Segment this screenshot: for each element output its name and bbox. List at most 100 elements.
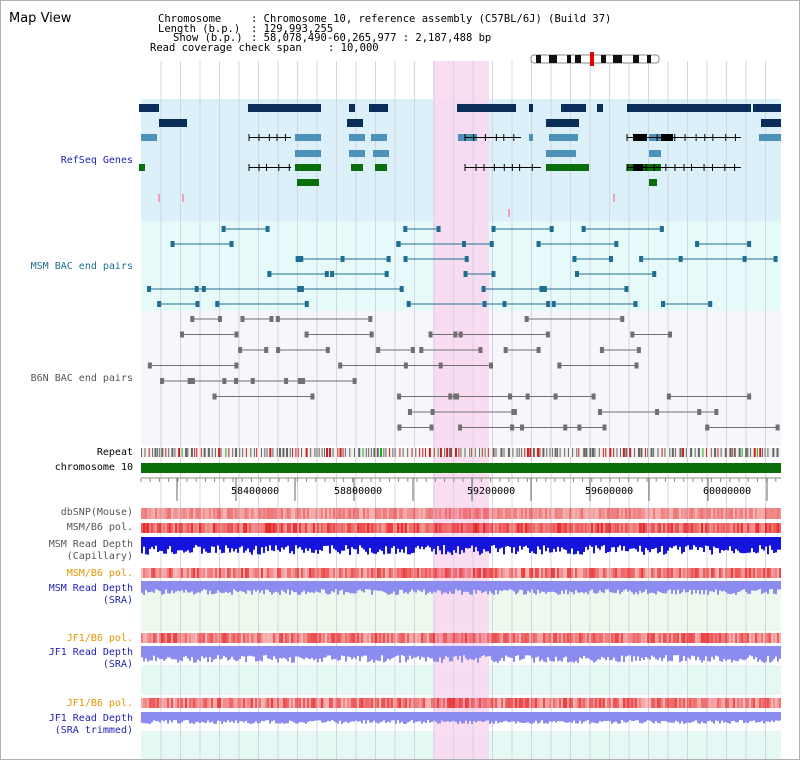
heat-cell	[679, 633, 681, 643]
heat-cell	[221, 568, 223, 578]
heat-cell	[447, 568, 449, 578]
depth-bar	[191, 712, 193, 723]
heat-cell	[207, 698, 209, 708]
heat-cell	[359, 633, 361, 643]
heat-cell	[495, 523, 497, 533]
heat-cell	[611, 568, 613, 578]
depth-bar	[385, 712, 387, 724]
heat-cell	[415, 633, 417, 643]
track-label-jf1-b6-pol[interactable]: JF1/B6 pol.	[66, 633, 133, 644]
heat-cell	[527, 568, 529, 578]
heat-cell	[241, 698, 243, 708]
heat-cell	[777, 698, 779, 708]
depth-bar	[631, 537, 633, 549]
depth-bar	[771, 712, 773, 721]
heat-cell	[265, 633, 267, 643]
depth-bar	[219, 712, 221, 722]
depth-bar	[527, 537, 529, 548]
track-label-msm-depth-capillary[interactable]: MSM Read Depth	[48, 539, 133, 550]
depth-bar	[351, 712, 353, 722]
track-label-refseq[interactable]: RefSeq Genes	[60, 155, 133, 166]
depth-bar	[495, 537, 497, 549]
repeat-element	[554, 448, 557, 457]
track-label-repeat[interactable]: Repeat	[96, 447, 133, 458]
track-label-jf1-depth-trim[interactable]: JF1 Read Depth	[48, 713, 133, 724]
heat-cell	[375, 698, 377, 708]
depth-bar	[725, 581, 727, 593]
depth-bar	[303, 646, 305, 660]
track-label-jf1-b6-pol-2[interactable]: JF1/B6 pol.	[66, 698, 133, 709]
depth-bar	[475, 537, 477, 547]
heat-cell	[179, 698, 181, 708]
heat-cell	[147, 523, 149, 533]
depth-bar	[161, 712, 163, 721]
depth-bar	[549, 581, 551, 593]
heat-cell	[579, 698, 581, 708]
heat-cell	[247, 568, 249, 578]
repeat-element	[370, 448, 372, 457]
depth-bar	[707, 537, 709, 547]
heat-cell	[231, 698, 233, 708]
heat-cell	[455, 508, 457, 519]
chromosome-bar	[141, 463, 781, 473]
depth-bar	[223, 646, 225, 656]
heat-cell	[463, 508, 465, 519]
depth-bar	[239, 712, 241, 722]
heat-cell	[523, 633, 525, 643]
heat-cell	[431, 568, 433, 578]
track-label-jf1-depth-sra[interactable]: JF1 Read Depth	[48, 647, 133, 658]
heat-cell	[779, 508, 781, 519]
track-label-dbsnp[interactable]: dbSNP(Mouse)	[60, 507, 133, 518]
heat-cell	[669, 633, 671, 643]
repeat-element	[458, 448, 460, 457]
repeat-element	[383, 448, 385, 457]
heat-cell	[321, 568, 323, 578]
track-label-chromosome[interactable]: chromosome 10	[54, 462, 133, 473]
depth-bar	[493, 712, 495, 724]
depth-bar	[649, 537, 651, 553]
heat-cell	[395, 633, 397, 643]
depth-bar	[643, 646, 645, 660]
repeat-element	[342, 448, 344, 457]
depth-bar	[491, 712, 493, 723]
repeat-element	[762, 448, 764, 457]
heat-cell	[433, 633, 435, 643]
depth-bar	[275, 537, 277, 546]
heat-cell	[715, 568, 717, 578]
heat-cell	[399, 633, 401, 643]
heat-cell	[723, 523, 725, 533]
heat-cell	[667, 523, 669, 533]
depth-bar	[605, 581, 607, 590]
depth-bar	[141, 581, 143, 593]
depth-bar	[265, 646, 267, 656]
heat-cell	[451, 698, 453, 708]
depth-bar	[417, 646, 419, 657]
heat-cell	[217, 568, 219, 578]
heat-cell	[627, 633, 629, 643]
depth-bar	[389, 537, 391, 554]
heat-cell	[481, 633, 483, 643]
heat-cell	[175, 633, 177, 643]
heat-cell	[583, 633, 585, 643]
track-label-msm-depth-sra[interactable]: MSM Read Depth	[48, 583, 133, 594]
depth-bar	[205, 537, 207, 552]
depth-bar	[723, 537, 725, 551]
repeat-element	[194, 448, 196, 457]
heat-cell	[481, 698, 483, 708]
heat-cell	[569, 508, 571, 519]
heat-cell	[243, 698, 245, 708]
track-label-msm-b6-pol-2[interactable]: MSM/B6 pol.	[66, 568, 133, 579]
track-label-b6n-bac[interactable]: B6N BAC end pairs	[30, 373, 133, 384]
track-label-msm-b6-pol[interactable]: MSM/B6 pol.	[66, 522, 133, 533]
heat-cell	[223, 523, 225, 533]
heat-cell	[695, 523, 697, 533]
depth-bar	[177, 581, 179, 591]
depth-bar	[305, 537, 307, 549]
depth-bar	[379, 537, 381, 550]
depth-bar	[365, 712, 367, 724]
heat-cell	[517, 508, 519, 519]
track-label-msm-bac[interactable]: MSM BAC end pairs	[30, 261, 133, 272]
bac-end	[630, 331, 635, 338]
heat-cell	[743, 633, 745, 643]
